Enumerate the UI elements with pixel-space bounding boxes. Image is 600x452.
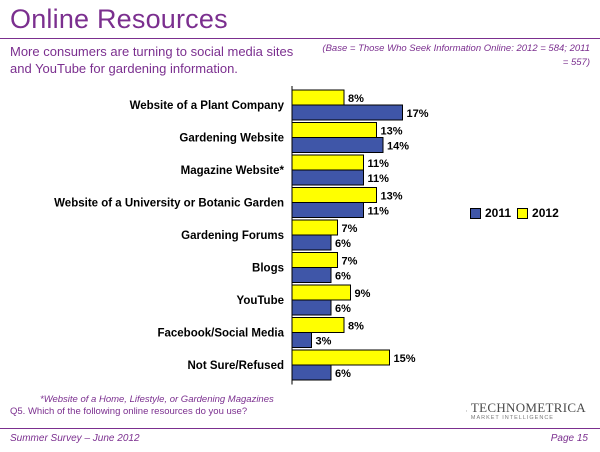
survey-question: Q5. Which of the following online resour… (10, 406, 248, 417)
legend-item-2012: 2012 (517, 206, 559, 220)
company-logo: TECHNOMETRICA MARKET INTELLIGENCE (466, 398, 586, 424)
bar-2012-magazine-website (291, 154, 364, 171)
chart-legend: 2011 2012 (470, 206, 565, 220)
bar-chart: Website of a Plant Company 8% 17% Gardening… (54, 86, 429, 385)
value-label-2012-youtube: 9% (355, 288, 371, 300)
category-label-youtube: YouTube (237, 295, 284, 307)
bar-2012-facebook-social-media (291, 317, 345, 333)
value-label-2012-gardening-forums: 7% (342, 223, 358, 235)
bar-2012-gardening-forums (291, 219, 338, 236)
value-label-2012-website-of-a-university-or-botanic-garden: 13% (381, 191, 403, 203)
category-label-magazine-website: Magazine Website* (181, 165, 285, 177)
legend-item-2011: 2011 (470, 206, 511, 220)
bar-2011-blogs (291, 267, 332, 283)
chart-footnote: *Website of a Home, Lifestyle, or Garden… (40, 394, 274, 405)
value-label-2012-gardening-website: 13% (381, 126, 403, 138)
legend-swatch-2011 (470, 207, 481, 219)
value-label-2011-magazine-website: 11% (368, 173, 390, 185)
bar-2011-gardening-forums (291, 234, 332, 251)
value-label-2012-website-of-a-plant-company: 8% (348, 93, 364, 105)
value-label-2011-not-sure-refused: 6% (335, 368, 351, 380)
bar-2012-gardening-website (291, 122, 377, 138)
category-label-facebook-social-media: Facebook/Social Media (157, 328, 284, 340)
bar-2011-website-of-a-plant-company (291, 104, 403, 121)
legend-label-2012: 2012 (532, 206, 559, 220)
value-label-2011-blogs: 6% (335, 271, 351, 283)
logo-mark-icon (466, 410, 467, 412)
value-label-2011-youtube: 6% (335, 303, 351, 315)
bar-2012-website-of-a-university-or-botanic-garden (291, 187, 377, 203)
value-label-2012-magazine-website: 11% (368, 158, 390, 170)
bar-2012-youtube (291, 284, 351, 301)
bar-2011-facebook-social-media (291, 332, 312, 348)
page-subtitle: More consumers are turning to social med… (10, 44, 294, 76)
value-label-2011-website-of-a-plant-company: 17% (407, 108, 429, 120)
footer-page-number: Page 15 (550, 433, 588, 444)
bar-2012-website-of-a-plant-company (291, 89, 345, 106)
base-note: (Base = Those Who Seek Information Onlin… (322, 43, 590, 68)
category-label-gardening-forums: Gardening Forums (181, 230, 284, 242)
value-label-2012-not-sure-refused: 15% (394, 353, 416, 365)
bar-2011-gardening-website (291, 137, 384, 153)
value-label-2011-gardening-forums: 6% (335, 238, 351, 250)
logo-tagline: MARKET INTELLIGENCE (470, 414, 554, 421)
value-label-2011-facebook-social-media: 3% (316, 336, 332, 348)
value-label-2012-facebook-social-media: 8% (348, 321, 364, 333)
title-divider (0, 38, 600, 39)
footer-survey-name: Summer Survey – June 2012 (10, 433, 140, 444)
bar-2011-not-sure-refused (291, 364, 332, 381)
legend-swatch-2012 (517, 207, 529, 219)
bar-2011-magazine-website (291, 169, 364, 186)
page-title: Online Resources (10, 4, 228, 34)
category-label-gardening-website: Gardening Website (179, 133, 284, 145)
bar-2011-youtube (291, 299, 332, 316)
bar-2012-not-sure-refused (291, 349, 390, 366)
category-label-not-sure-refused: Not Sure/Refused (188, 360, 285, 372)
footer-divider (0, 428, 600, 429)
bar-2011-website-of-a-university-or-botanic-garden (291, 202, 364, 218)
bar-2012-blogs (291, 252, 338, 268)
category-label-website-of-a-plant-company: Website of a Plant Company (130, 100, 285, 112)
value-label-2011-website-of-a-university-or-botanic-garden: 11% (368, 206, 390, 218)
logo-name: TECHNOMETRICA (470, 399, 586, 415)
category-label-blogs: Blogs (252, 263, 284, 275)
legend-label-2011: 2011 (485, 206, 512, 220)
category-label-website-of-a-university-or-botanic-garden: Website of a University or Botanic Garde… (54, 198, 284, 210)
value-label-2011-gardening-website: 14% (387, 141, 409, 153)
value-label-2012-blogs: 7% (342, 256, 358, 268)
